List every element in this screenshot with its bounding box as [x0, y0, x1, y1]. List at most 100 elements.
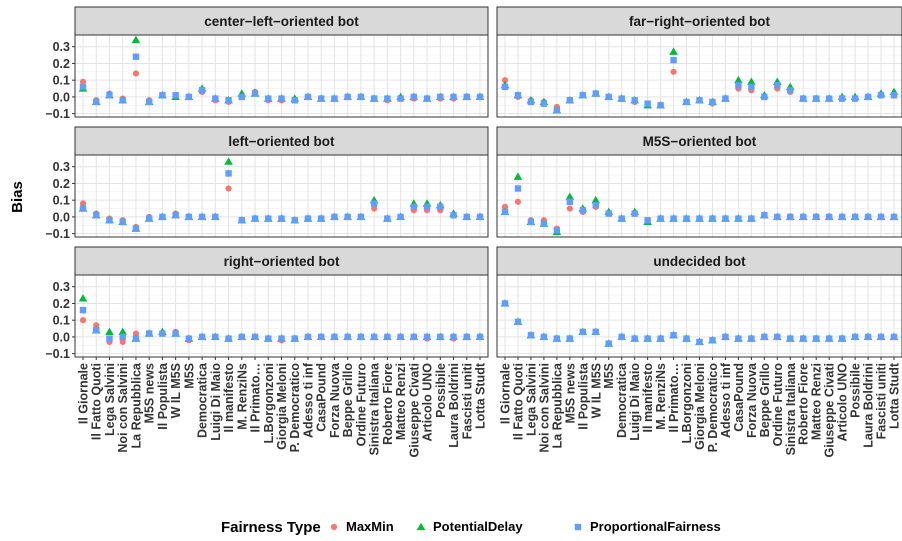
- x-tick-label: Sinistra Italiana: [368, 362, 382, 455]
- data-point-maxmin: [132, 70, 140, 77]
- x-tick-label: Sinistra Italiana: [784, 362, 798, 455]
- data-point-proportionalfairness: [722, 333, 729, 341]
- data-point-proportionalfairness: [476, 333, 484, 341]
- facet-panel: left−oriented bot −0.1 0.0 0.1 0.2 0.3: [45, 126, 489, 241]
- data-point-proportionalfairness: [851, 213, 859, 221]
- data-point-proportionalfairness: [501, 300, 509, 307]
- x-tick-label: Lega Salvini: [524, 363, 538, 436]
- data-point-proportionalfairness: [384, 215, 391, 222]
- data-point-proportionalfairness: [437, 203, 444, 211]
- x-tick-label: Lega Salvini: [103, 363, 117, 436]
- data-point-proportionalfairness: [463, 333, 470, 341]
- data-point-proportionalfairness: [514, 92, 522, 99]
- data-point-proportionalfairness: [251, 215, 259, 222]
- data-point-proportionalfairness: [93, 212, 100, 219]
- data-point-potentialdelay: [224, 157, 233, 165]
- data-point-proportionalfairness: [119, 333, 126, 341]
- x-tick-label: Roberto Fiore: [797, 363, 811, 445]
- data-point-proportionalfairness: [774, 213, 781, 221]
- data-point-proportionalfairness: [618, 95, 625, 102]
- data-point-proportionalfairness: [748, 215, 755, 222]
- y-tick-label: 0.0: [53, 210, 70, 224]
- x-tick-label: Il Populista: [156, 362, 170, 430]
- legend-entry: PotentialDelay: [416, 519, 523, 534]
- data-point-proportionalfairness: [423, 95, 431, 102]
- data-point-proportionalfairness: [172, 212, 179, 219]
- data-point-proportionalfairness: [437, 93, 444, 101]
- data-point-proportionalfairness: [527, 218, 535, 226]
- y-tick-label: 0.3: [53, 40, 70, 54]
- x-tick-label: L.Borgonzoni: [262, 363, 276, 444]
- data-point-proportionalfairness: [106, 217, 113, 224]
- data-point-proportionalfairness: [657, 215, 664, 222]
- data-point-proportionalfairness: [410, 93, 418, 101]
- data-point-proportionalfairness: [145, 215, 153, 222]
- data-point-proportionalfairness: [251, 333, 259, 341]
- data-point-proportionalfairness: [722, 215, 729, 222]
- data-point-proportionalfairness: [696, 215, 703, 222]
- y-tick-label: −0.1: [45, 107, 70, 121]
- data-point-proportionalfairness: [877, 92, 885, 99]
- data-point-maxmin: [79, 78, 87, 85]
- data-point-proportionalfairness: [198, 333, 206, 341]
- data-point-proportionalfairness: [579, 207, 586, 214]
- data-point-proportionalfairness: [838, 213, 846, 221]
- data-point-maxmin: [670, 68, 677, 75]
- x-tick-label: Giorgia Meloni: [693, 363, 707, 450]
- data-point-proportionalfairness: [696, 338, 703, 346]
- x-tick-label: P. Democratico: [706, 363, 720, 453]
- data-point-proportionalfairness: [278, 95, 285, 102]
- x-tick-label: CasaPound: [732, 363, 746, 432]
- x-tick-label: Il Primato…: [249, 363, 263, 432]
- data-point-proportionalfairness: [145, 98, 153, 106]
- data-point-proportionalfairness: [291, 97, 298, 104]
- facet-panel: undecided bot: [496, 246, 902, 360]
- facet-panel: center−left−oriented bot −0.1 0.0 0.1 0.2 0.3: [45, 6, 489, 121]
- data-point-proportionalfairness: [774, 333, 781, 341]
- x-tick-label: M. RenziNs: [235, 363, 249, 430]
- x-tick-label: La Repubblica: [129, 362, 143, 448]
- x-tick-label: Il Primato…: [667, 363, 681, 432]
- data-point-proportionalfairness: [198, 87, 206, 94]
- data-point-proportionalfairness: [357, 213, 365, 221]
- x-tick-label: Democratica: [615, 362, 629, 438]
- data-point-proportionalfairness: [851, 333, 859, 341]
- data-point-proportionalfairness: [410, 203, 418, 211]
- data-point-proportionalfairness: [450, 93, 457, 101]
- x-tick-label: Adesso ti inf: [301, 362, 315, 438]
- data-point-proportionalfairness: [172, 330, 179, 337]
- data-point-proportionalfairness: [238, 93, 245, 101]
- x-tick-label: M5S news: [143, 363, 157, 423]
- data-point-proportionalfairness: [384, 95, 391, 102]
- data-point-proportionalfairness: [331, 333, 338, 341]
- data-point-proportionalfairness: [748, 83, 755, 91]
- data-point-proportionalfairness: [631, 97, 638, 104]
- data-point-proportionalfairness: [540, 333, 548, 341]
- data-point-proportionalfairness: [304, 215, 312, 222]
- panel-border: [74, 154, 489, 238]
- data-point-proportionalfairness: [696, 97, 703, 104]
- facet-strip: [496, 246, 902, 276]
- legend: Fairness Type MaxMin PotentialDelay Propor…: [221, 519, 721, 536]
- data-point-proportionalfairness: [370, 95, 378, 102]
- y-tick-label: 0.1: [53, 194, 70, 208]
- data-point-proportionalfairness: [683, 335, 690, 342]
- data-point-proportionalfairness: [185, 213, 193, 221]
- data-point-proportionalfairness: [344, 93, 351, 101]
- data-point-proportionalfairness: [225, 170, 232, 177]
- data-point-proportionalfairness: [225, 97, 232, 104]
- x-tick-label: Luigi Di Maio: [209, 363, 223, 441]
- data-point-proportionalfairness: [722, 95, 729, 102]
- data-point-proportionalfairness: [145, 330, 153, 337]
- x-tick-label: W IL M5S: [589, 363, 603, 418]
- data-point-proportionalfairness: [618, 215, 625, 222]
- legend-label: PotentialDelay: [433, 519, 523, 534]
- data-point-proportionalfairness: [631, 210, 638, 217]
- data-point-proportionalfairness: [813, 95, 820, 102]
- data-point-proportionalfairness: [709, 215, 716, 222]
- x-tick-label: Articolo UNO: [836, 363, 850, 442]
- data-point-potentialdelay: [118, 327, 127, 335]
- facet-panel: M5S−oriented bot: [496, 126, 902, 238]
